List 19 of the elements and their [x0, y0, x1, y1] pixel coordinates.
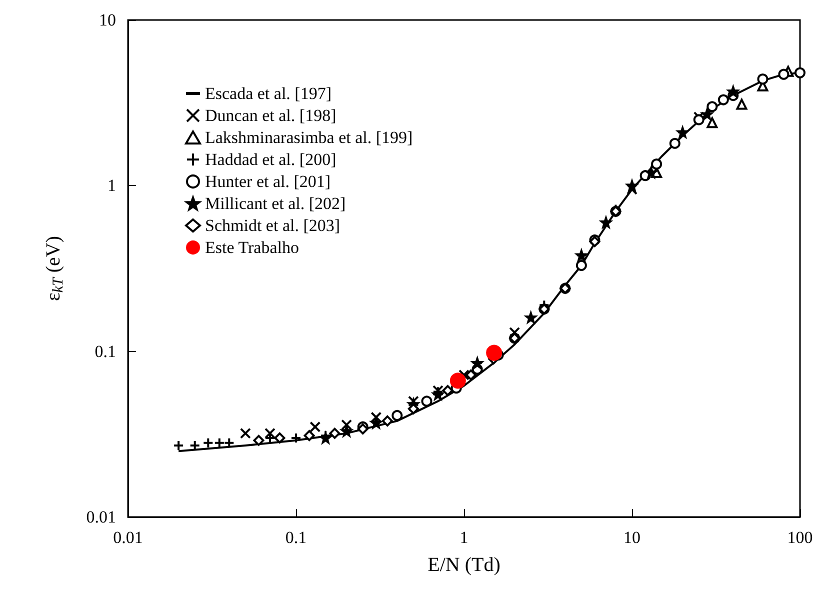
legend-label: Millicant et al. [202]	[205, 194, 346, 213]
legend-label: Duncan et al. [198]	[205, 106, 336, 125]
y-axis-title: εkT (eV)	[42, 236, 66, 302]
x-tick-label: 100	[787, 528, 813, 547]
x-axis-title: E/N (Td)	[428, 554, 500, 576]
legend-label: Lakshminarasimba et al. [199]	[205, 128, 413, 147]
x-tick-label: 1	[460, 528, 468, 547]
legend-label: Escada et al. [197]	[205, 84, 332, 103]
legend-label: Schmidt et al. [203]	[205, 216, 340, 235]
y-tick-label: 0.01	[86, 508, 116, 526]
x-tick-label: 10	[624, 528, 640, 547]
y-tick-label: 1	[108, 176, 116, 196]
legend-label: Hunter et al. [201]	[205, 172, 331, 191]
legend-label: Este Trabalho	[205, 238, 299, 257]
x-tick-label: 0.01	[113, 528, 143, 547]
y-tick-label: 10	[99, 10, 116, 30]
legend-label: Haddad et al. [200]	[205, 150, 336, 169]
y-tick-label: 0.1	[94, 342, 116, 361]
x-tick-label: 0.1	[285, 528, 307, 547]
